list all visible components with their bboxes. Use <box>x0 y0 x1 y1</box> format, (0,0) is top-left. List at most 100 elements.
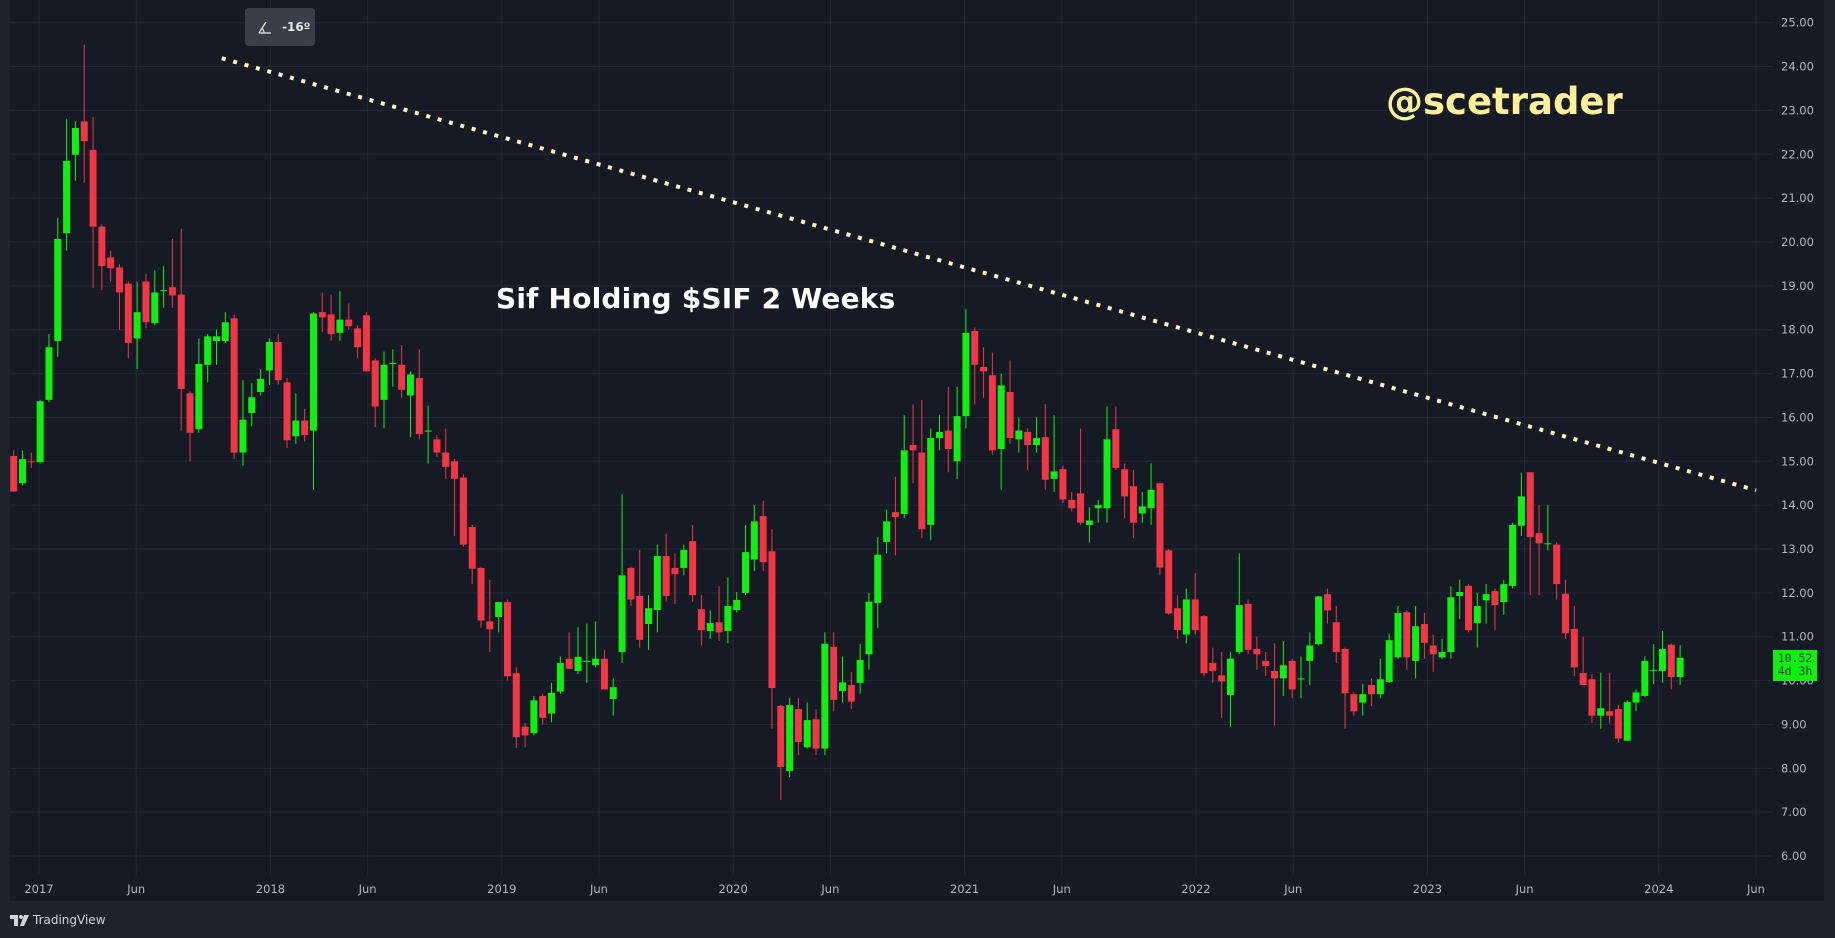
price-tick-label: 20.00 <box>1781 235 1814 249</box>
candle-body <box>1121 469 1129 497</box>
candle-up <box>592 621 600 668</box>
candle-down <box>142 274 150 329</box>
candle-body <box>389 363 397 365</box>
candle-up <box>54 217 62 357</box>
candle-up <box>1438 638 1446 659</box>
candle-down <box>1570 606 1578 677</box>
price-tick-label: 16.00 <box>1781 410 1814 424</box>
candle-body <box>354 328 362 348</box>
candle-body <box>1024 431 1032 446</box>
time-tick-label: 2020 <box>719 882 748 896</box>
candle-body <box>953 416 961 462</box>
candle-up <box>1182 588 1190 644</box>
candle-up <box>204 334 212 383</box>
candle-body <box>63 160 71 234</box>
candle-body <box>1570 628 1578 668</box>
candle-down <box>1323 588 1331 624</box>
candle-up <box>750 505 758 571</box>
candle-body <box>556 663 564 692</box>
candle-down <box>1156 483 1164 576</box>
price-tick-label: 11.00 <box>1781 630 1814 644</box>
candle-body <box>1262 660 1270 667</box>
candle-down <box>186 391 194 462</box>
candle-body <box>1271 670 1279 679</box>
candle-up <box>618 494 626 664</box>
candle-down <box>89 116 97 289</box>
candle-down <box>459 474 467 547</box>
candle-body <box>486 621 494 630</box>
candle-body <box>1191 599 1199 631</box>
candle-up <box>1394 606 1402 659</box>
candle-down <box>1059 465 1067 503</box>
tradingview-brand[interactable]: TradingView <box>10 913 106 927</box>
candle-up <box>151 270 159 326</box>
candle-up <box>1517 472 1525 536</box>
candle-body <box>345 319 353 327</box>
time-tick-label: Jun <box>589 882 608 896</box>
candle-body <box>380 364 388 400</box>
candle-body <box>856 659 864 683</box>
candle-body <box>27 461 35 463</box>
candle-body <box>80 121 88 142</box>
candle-up <box>424 405 432 464</box>
candlestick-chart[interactable]: 6.007.008.009.0010.0011.0012.0013.0014.0… <box>10 0 1824 902</box>
candle-body <box>1112 429 1120 468</box>
candle-body <box>1341 649 1349 694</box>
candle-down <box>1218 652 1226 718</box>
time-tick-label: 2018 <box>256 882 285 896</box>
candle-body <box>239 419 247 453</box>
grid-lines <box>10 0 1773 875</box>
price-axis[interactable]: 6.007.008.009.0010.0011.0012.0013.0014.0… <box>1781 16 1814 863</box>
time-axis[interactable]: 2017 Jun 2018 Jun 2019 Jun 2020 Jun 2021 Jun 2022 J… <box>10 882 1824 902</box>
candle-up <box>856 643 864 694</box>
candle-body <box>442 452 450 468</box>
candle-body <box>1182 599 1190 635</box>
candle-up <box>1226 652 1234 727</box>
time-tick-label: Jun <box>1283 882 1302 896</box>
candle-up <box>265 338 273 385</box>
candle-up <box>495 601 503 633</box>
candle-body <box>680 549 688 568</box>
chart-panel[interactable]: 6.007.008.009.0010.0011.0012.0013.0014.0… <box>10 0 1824 902</box>
chart-title-annotation: Sif Holding $SIF 2 Weeks <box>496 282 896 315</box>
candle-down <box>1041 404 1049 490</box>
candle-up <box>609 678 617 716</box>
candle-down <box>116 263 124 330</box>
candle-down <box>1112 406 1120 471</box>
candle-down <box>1579 636 1587 685</box>
candle-body <box>1200 616 1208 674</box>
candle-up <box>1297 656 1305 699</box>
price-tick-label: 9.00 <box>1781 717 1807 731</box>
candle-body <box>689 541 697 596</box>
candle-down <box>327 294 335 341</box>
candle-body <box>671 567 679 575</box>
candle-body <box>1517 496 1525 526</box>
candle-down <box>1121 463 1129 519</box>
candle-up <box>821 632 829 756</box>
time-tick-label: Jun <box>1052 882 1071 896</box>
candle-body <box>142 281 150 323</box>
candle-body <box>609 687 617 700</box>
candle-body <box>742 552 750 593</box>
candle-down <box>1209 647 1217 683</box>
candle-down <box>345 303 353 330</box>
candle-down <box>1341 647 1349 729</box>
candle-body <box>1553 544 1561 585</box>
price-tick-label: 24.00 <box>1781 60 1814 74</box>
candle-up <box>583 623 591 683</box>
candle-up <box>1015 417 1023 453</box>
candle-body <box>1632 692 1640 703</box>
candle-body <box>1641 660 1649 696</box>
candle-up <box>1456 579 1464 620</box>
candle-body <box>935 431 943 439</box>
candle-up <box>336 291 344 341</box>
bar-countdown: 4d 3h <box>1777 664 1813 678</box>
candle-body <box>592 658 600 666</box>
candle-down <box>1465 584 1473 633</box>
candle-body <box>909 445 917 451</box>
candle-body <box>371 360 379 407</box>
candle-down <box>1429 634 1437 672</box>
candle-up <box>1085 507 1093 543</box>
candle-body <box>1218 675 1226 682</box>
candle-body <box>627 567 635 600</box>
